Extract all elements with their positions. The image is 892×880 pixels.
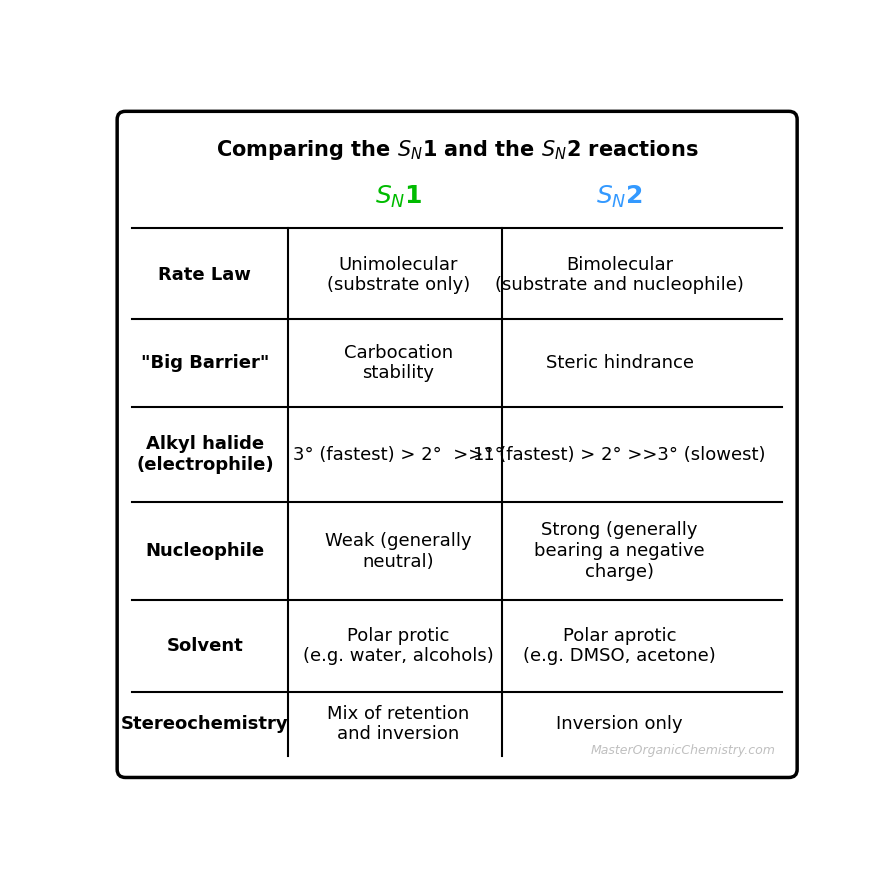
Text: "Big Barrier": "Big Barrier" (141, 354, 269, 372)
Text: MasterOrganicChemistry.com: MasterOrganicChemistry.com (591, 744, 775, 757)
Text: Steric hindrance: Steric hindrance (546, 354, 694, 372)
Text: Rate Law: Rate Law (159, 266, 252, 284)
Text: Polar protic
(e.g. water, alcohols): Polar protic (e.g. water, alcohols) (303, 627, 494, 665)
Text: Solvent: Solvent (167, 637, 244, 655)
FancyBboxPatch shape (117, 112, 797, 777)
Text: Weak (generally
neutral): Weak (generally neutral) (325, 532, 472, 570)
Text: Strong (generally
bearing a negative
charge): Strong (generally bearing a negative cha… (534, 521, 705, 581)
Text: Polar aprotic
(e.g. DMSO, acetone): Polar aprotic (e.g. DMSO, acetone) (524, 627, 716, 665)
Text: 3° (fastest) > 2°  >>1°: 3° (fastest) > 2° >>1° (293, 445, 504, 464)
Text: Mix of retention
and inversion: Mix of retention and inversion (327, 705, 469, 744)
Text: 1° (fastest) > 2° >>3° (slowest): 1° (fastest) > 2° >>3° (slowest) (474, 445, 766, 464)
Text: Inversion only: Inversion only (557, 715, 683, 733)
Text: Bimolecular
(substrate and nucleophile): Bimolecular (substrate and nucleophile) (495, 255, 744, 295)
Text: Stereochemistry: Stereochemistry (121, 715, 289, 733)
Text: Carbocation
stability: Carbocation stability (343, 344, 453, 383)
Text: Comparing the $S_N$1 and the $S_N$2 reactions: Comparing the $S_N$1 and the $S_N$2 reac… (216, 137, 698, 162)
Text: $S_N$1: $S_N$1 (375, 184, 422, 210)
Text: Nucleophile: Nucleophile (145, 542, 264, 561)
Text: Alkyl halide
(electrophile): Alkyl halide (electrophile) (136, 436, 274, 474)
Text: $S_N$2: $S_N$2 (596, 184, 643, 210)
Text: Unimolecular
(substrate only): Unimolecular (substrate only) (326, 255, 470, 295)
